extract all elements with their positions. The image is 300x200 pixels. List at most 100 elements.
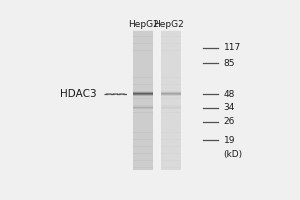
Bar xyxy=(134,134,153,135)
Bar xyxy=(161,65,181,66)
Bar xyxy=(134,56,153,57)
Bar xyxy=(134,84,153,85)
Bar xyxy=(134,50,153,51)
Bar xyxy=(161,159,181,160)
Bar xyxy=(161,80,181,81)
Bar xyxy=(161,126,181,127)
Bar xyxy=(161,52,181,53)
Bar xyxy=(134,49,153,50)
Bar xyxy=(134,60,153,61)
Bar xyxy=(161,164,181,165)
Bar xyxy=(134,51,153,52)
Bar xyxy=(134,66,153,67)
Bar xyxy=(134,43,153,44)
Bar xyxy=(161,155,181,156)
Bar xyxy=(134,84,153,85)
Bar xyxy=(161,160,181,161)
Bar xyxy=(134,149,153,150)
Bar xyxy=(161,132,181,133)
Bar xyxy=(134,106,153,107)
Bar xyxy=(161,100,181,101)
Bar xyxy=(161,143,181,144)
Bar xyxy=(134,67,153,68)
Bar xyxy=(134,89,153,90)
Bar xyxy=(134,33,153,34)
Bar xyxy=(134,108,153,109)
Bar xyxy=(161,97,181,98)
Bar xyxy=(134,83,153,84)
Bar xyxy=(161,108,181,109)
Bar xyxy=(161,141,181,142)
Bar xyxy=(134,153,153,154)
Text: 48: 48 xyxy=(224,90,235,99)
Bar xyxy=(161,121,181,122)
Bar xyxy=(161,112,181,113)
Bar xyxy=(161,79,181,80)
Bar xyxy=(134,41,153,42)
Bar xyxy=(134,71,153,72)
Bar xyxy=(134,127,153,128)
Bar xyxy=(134,97,153,98)
Bar xyxy=(161,133,181,134)
Bar xyxy=(134,31,153,32)
Bar xyxy=(134,43,153,44)
Bar xyxy=(134,47,153,48)
Bar xyxy=(161,44,181,45)
Bar xyxy=(161,120,181,121)
Bar xyxy=(134,59,153,60)
Bar xyxy=(161,59,181,60)
Bar xyxy=(161,91,181,92)
Bar xyxy=(161,146,181,147)
Bar xyxy=(134,95,153,96)
Bar xyxy=(161,117,181,118)
Bar xyxy=(134,100,153,101)
Bar xyxy=(161,43,181,44)
Bar xyxy=(134,139,153,140)
Bar xyxy=(161,127,181,128)
Bar xyxy=(134,61,153,62)
Bar xyxy=(161,107,181,108)
Bar xyxy=(161,148,181,149)
Bar xyxy=(134,30,153,31)
Bar xyxy=(161,131,181,132)
Bar xyxy=(134,155,153,156)
Bar xyxy=(161,89,181,90)
Bar xyxy=(134,99,153,100)
Bar xyxy=(161,90,181,91)
Bar xyxy=(134,93,153,94)
Bar xyxy=(134,111,153,112)
Bar xyxy=(134,114,153,115)
Bar xyxy=(161,145,181,146)
Bar xyxy=(161,93,181,94)
Bar xyxy=(161,31,181,32)
Bar xyxy=(134,121,153,122)
Bar xyxy=(161,116,181,117)
Bar xyxy=(134,138,153,139)
Bar xyxy=(134,80,153,81)
Bar xyxy=(161,96,181,97)
Bar xyxy=(161,167,181,168)
Bar xyxy=(134,105,153,106)
Bar xyxy=(134,98,153,99)
Bar xyxy=(161,158,181,159)
Bar xyxy=(134,36,153,37)
Bar xyxy=(134,150,153,151)
Bar xyxy=(134,77,153,78)
Bar xyxy=(161,106,181,107)
Bar xyxy=(134,96,153,97)
Bar xyxy=(161,77,181,78)
Bar xyxy=(134,125,153,126)
Bar xyxy=(134,104,153,105)
Bar xyxy=(161,50,181,51)
Bar xyxy=(161,63,181,64)
Bar xyxy=(134,124,153,125)
Text: 19: 19 xyxy=(224,136,235,145)
Bar xyxy=(134,143,153,144)
Bar xyxy=(134,102,153,103)
Bar xyxy=(134,122,153,123)
Bar xyxy=(134,72,153,73)
Bar xyxy=(161,83,181,84)
Bar xyxy=(134,113,153,114)
Bar xyxy=(134,129,153,130)
Bar xyxy=(134,54,153,55)
